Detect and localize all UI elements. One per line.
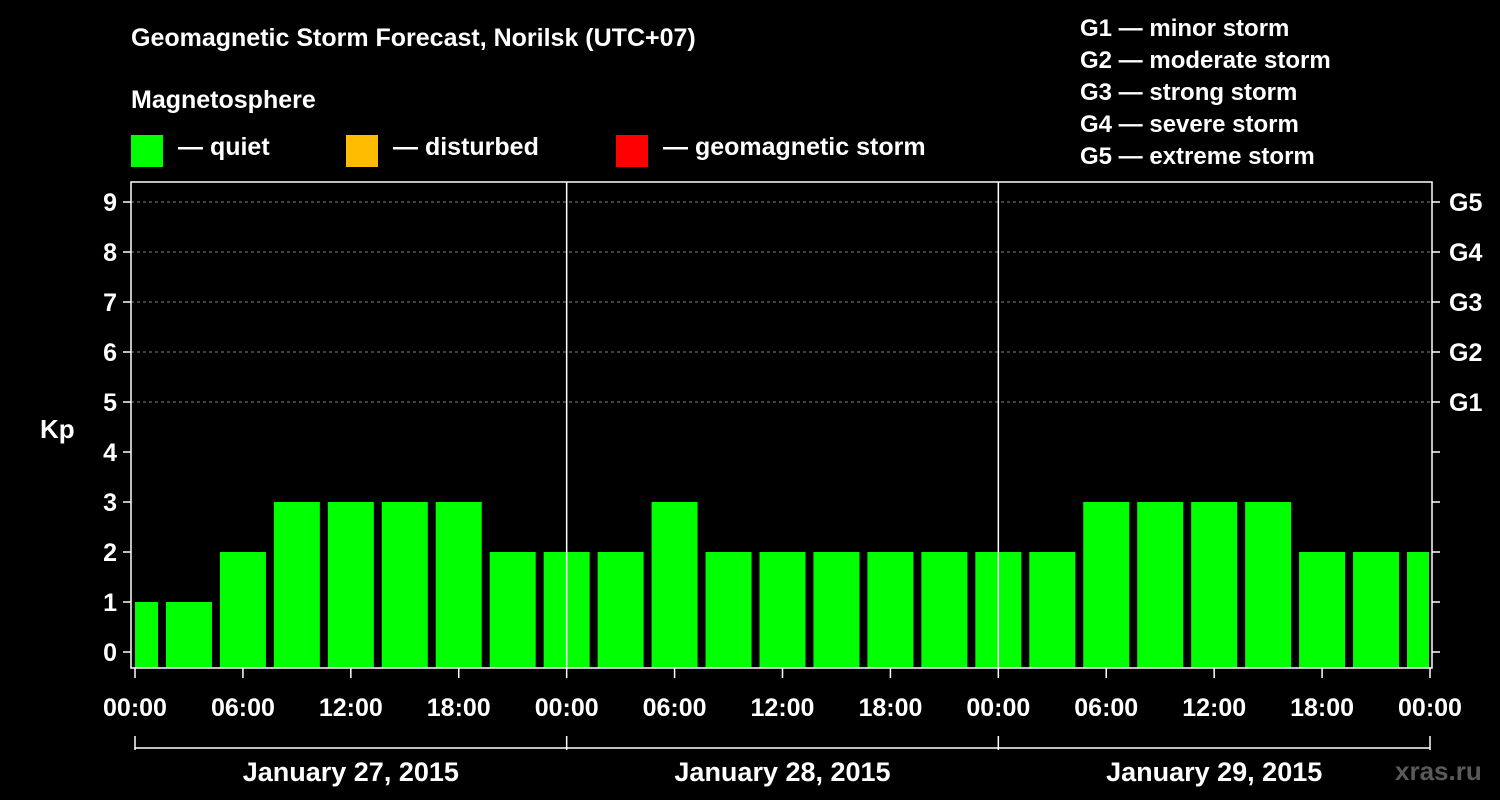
y-tick-label: 9 <box>103 189 117 217</box>
gscale-g5: G5 — extreme storm <box>1080 143 1315 170</box>
legend-label-quiet: — quiet <box>178 133 270 161</box>
kp-bar <box>651 502 698 668</box>
legend-swatch-quiet <box>131 135 163 167</box>
y-tick-label: 3 <box>103 489 117 517</box>
kp-bar <box>1353 552 1400 668</box>
x-tick-label: 00:00 <box>103 694 167 722</box>
kp-bar <box>759 552 806 668</box>
credit-text: xras.ru <box>1395 756 1482 786</box>
kp-bar <box>1245 502 1292 668</box>
plot-border <box>130 181 1433 669</box>
right-tick-label: G5 <box>1449 189 1482 217</box>
day-label: January 27, 2015 <box>243 757 459 787</box>
kp-bar <box>381 502 428 668</box>
x-tick-label: 00:00 <box>1398 694 1462 722</box>
legend-heading: Magnetosphere <box>131 86 316 114</box>
kp-bar <box>273 502 320 668</box>
x-tick-label: 06:00 <box>1074 694 1138 722</box>
kp-bar <box>135 602 158 668</box>
grid-lines <box>131 201 1432 403</box>
kp-bar <box>1029 552 1076 668</box>
y-axis-label: Kp <box>40 414 75 444</box>
kp-bar <box>1137 502 1184 668</box>
legend-swatch-disturbed <box>346 135 378 167</box>
y-tick-label: 0 <box>103 639 117 667</box>
kp-bar <box>219 552 266 668</box>
y-axis: 0 1 2 3 4 5 6 7 8 9 <box>103 189 131 667</box>
y-tick-label: 4 <box>103 439 117 467</box>
kp-bar <box>867 552 914 668</box>
y-tick-label: 8 <box>103 239 117 267</box>
kp-bar <box>327 502 374 668</box>
gscale-g1: G1 — minor storm <box>1080 15 1290 42</box>
legend-label-storm: — geomagnetic storm <box>663 133 926 161</box>
plot-frame <box>130 181 1433 669</box>
gscale-g2: G2 — moderate storm <box>1080 47 1331 74</box>
right-tick-label: G2 <box>1449 339 1482 367</box>
gscale-g4: G4 — severe storm <box>1080 111 1299 138</box>
legend-swatch-storm <box>616 135 648 167</box>
chart-title: Geomagnetic Storm Forecast, Norilsk (UTC… <box>131 24 696 52</box>
right-tick-label: G1 <box>1449 389 1482 417</box>
kp-bar <box>165 602 212 668</box>
kp-bar <box>1299 552 1346 668</box>
kp-bar <box>705 552 752 668</box>
x-tick-label: 00:00 <box>966 694 1030 722</box>
kp-bar <box>921 552 968 668</box>
x-tick-label: 12:00 <box>1182 694 1246 722</box>
day-label: January 29, 2015 <box>1106 757 1322 787</box>
right-tick-label: G3 <box>1449 289 1482 317</box>
kp-bar <box>435 502 482 668</box>
legend-label-disturbed: — disturbed <box>393 133 539 161</box>
kp-bar <box>489 552 536 668</box>
kp-bar <box>1083 502 1130 668</box>
y-tick-label: 1 <box>103 589 117 617</box>
bars <box>135 502 1429 668</box>
x-tick-label: 18:00 <box>1290 694 1354 722</box>
x-tick-label: 18:00 <box>858 694 922 722</box>
x-axis: 00:00 06:00 12:00 18:00 00:00 06:00 12:00 18:00… <box>103 668 1462 722</box>
x-tick-label: 12:00 <box>751 694 815 722</box>
day-axis: January 27, 2015 January 28, 2015 January … <box>134 736 1431 787</box>
gscale-g3: G3 — strong storm <box>1080 79 1298 106</box>
x-tick-label: 12:00 <box>319 694 383 722</box>
kp-bar <box>597 552 644 668</box>
kp-bar <box>1191 502 1238 668</box>
y-tick-label: 2 <box>103 539 117 567</box>
x-tick-label: 00:00 <box>535 694 599 722</box>
day-label: January 28, 2015 <box>674 757 890 787</box>
x-tick-label: 06:00 <box>211 694 275 722</box>
x-tick-label: 06:00 <box>643 694 707 722</box>
kp-bar <box>1407 552 1429 668</box>
y-tick-label: 7 <box>103 289 117 317</box>
y-tick-label: 6 <box>103 339 117 367</box>
kp-bar <box>813 552 860 668</box>
y-tick-label: 5 <box>103 389 117 417</box>
x-tick-label: 18:00 <box>427 694 491 722</box>
right-tick-label: G4 <box>1449 239 1482 267</box>
right-axis: G1 G2 G3 G4 G5 <box>1432 189 1482 653</box>
